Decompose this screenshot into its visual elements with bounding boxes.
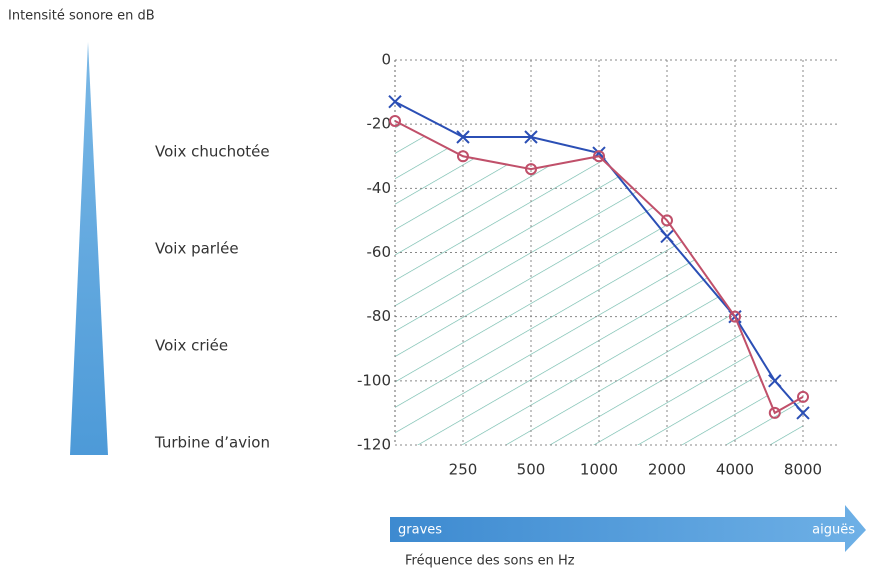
point-marker xyxy=(660,229,674,244)
intensity-wedge xyxy=(70,42,108,455)
scale-label: Turbine d’avion xyxy=(154,434,270,452)
point-marker xyxy=(768,406,781,419)
arrow-label: graves xyxy=(398,523,442,538)
point-marker xyxy=(389,114,401,127)
series-line xyxy=(394,100,804,414)
x-tick-label: 250 xyxy=(449,461,478,479)
point-marker xyxy=(388,95,402,109)
y-tick-label: -20 xyxy=(367,115,392,133)
series-line xyxy=(394,120,804,415)
arrow-label: aiguës xyxy=(812,523,855,538)
x-tick-label: 4000 xyxy=(716,461,754,479)
scale-label: Voix parlée xyxy=(155,240,239,258)
scale-label: Voix chuchotée xyxy=(155,143,270,161)
y-tick-label: -80 xyxy=(367,307,392,325)
point-marker xyxy=(661,214,673,227)
x-tick-label: 500 xyxy=(517,461,546,479)
hatched-area xyxy=(395,120,803,445)
point-marker xyxy=(796,406,810,420)
point-marker xyxy=(593,150,605,163)
y-axis-title: Intensité sonore en dB xyxy=(8,9,155,24)
point-marker xyxy=(525,163,537,176)
point-marker xyxy=(768,374,782,388)
point-marker xyxy=(524,130,538,144)
y-tick-label: -120 xyxy=(357,436,391,454)
x-tick-label: 1000 xyxy=(580,461,618,479)
point-marker xyxy=(729,310,741,323)
y-tick-label: -40 xyxy=(367,179,392,197)
x-tick-label: 2000 xyxy=(648,461,686,479)
point-marker xyxy=(797,390,809,403)
x-axis-title: Fréquence des sons en Hz xyxy=(405,554,575,569)
y-tick-label: -60 xyxy=(367,243,392,261)
point-marker xyxy=(457,150,469,163)
y-tick-label: -100 xyxy=(357,371,391,389)
scale-label: Voix criée xyxy=(155,337,228,355)
frequency-arrow xyxy=(390,505,866,552)
x-tick-label: 8000 xyxy=(784,461,822,479)
y-tick-label: 0 xyxy=(381,51,391,69)
point-marker xyxy=(456,130,470,144)
